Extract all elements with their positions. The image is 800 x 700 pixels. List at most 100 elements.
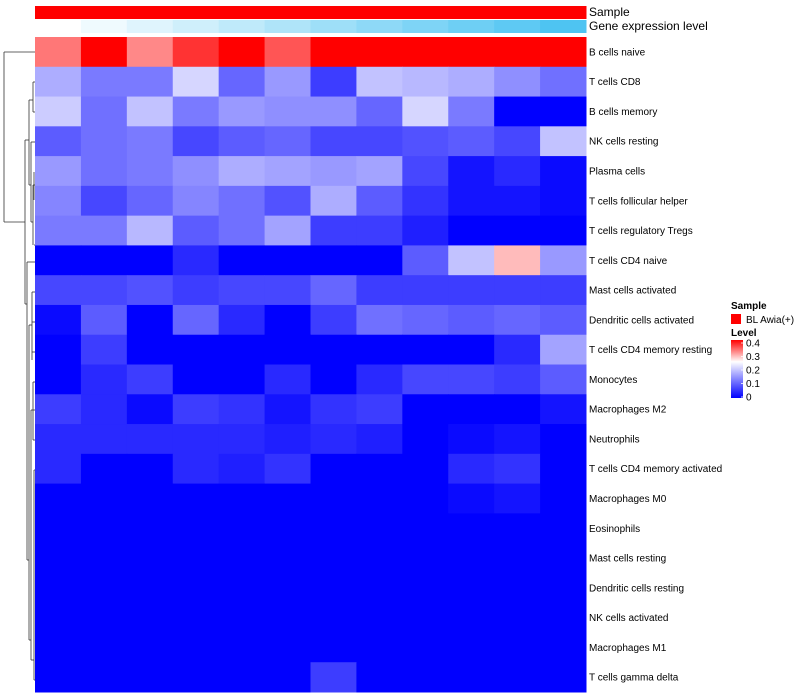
heatmap-cell: [540, 483, 587, 514]
legend-level-tick-label: 0: [746, 393, 752, 404]
heatmap-cell: [80, 453, 128, 485]
heatmap-cell: [172, 275, 220, 306]
heatmap-cell: [448, 96, 495, 127]
heatmap-cell: [494, 572, 541, 604]
heatmap-cell: [310, 572, 357, 604]
heatmap-cell: [80, 572, 128, 604]
heatmap-cell: [356, 185, 403, 217]
row-label: T cells CD4 memory activated: [589, 464, 722, 475]
heatmap-cell: [126, 245, 174, 276]
heatmap-cell: [264, 304, 311, 336]
heatmap-cell: [35, 245, 82, 276]
heatmap-cell: [356, 543, 403, 574]
heatmap-cell: [310, 126, 357, 157]
heatmap-cell: [172, 483, 220, 514]
heatmap-cell: [494, 334, 541, 365]
heatmap-cell: [35, 483, 82, 514]
heatmap-cell: [80, 513, 128, 544]
row-label: Dendritic cells resting: [589, 583, 684, 594]
heatmap-cell: [80, 364, 128, 395]
heatmap-cell: [448, 126, 495, 157]
heatmap-cell: [35, 632, 82, 663]
heatmap-cell: [172, 632, 220, 663]
gene-expression-annotation-cell: [218, 20, 266, 33]
heatmap-cell: [402, 156, 449, 187]
heatmap-cell: [80, 304, 128, 336]
heatmap-cell: [540, 334, 587, 365]
sample-annotation-cell: [540, 6, 587, 19]
legend: Sample BL Awia(+) Level 0.4 0.3 0.2 0.1 0: [731, 301, 794, 404]
heatmap-cell: [402, 483, 449, 514]
row-label: T cells follicular helper: [589, 196, 688, 207]
heatmap-cell: [264, 334, 311, 365]
heatmap-cell: [494, 185, 541, 217]
heatmap-cell: [264, 513, 311, 544]
heatmap-cell: [172, 66, 220, 98]
heatmap-cell: [448, 275, 495, 306]
heatmap-cell: [494, 126, 541, 157]
heatmap-cell: [80, 156, 128, 187]
heatmap-cell: [540, 275, 587, 306]
heatmap-cell: [218, 185, 266, 217]
heatmap-cell: [448, 424, 495, 455]
heatmap-cell: [356, 304, 403, 336]
heatmap-cell: [356, 424, 403, 455]
heatmap-cell: [402, 275, 449, 306]
heatmap-cell: [356, 662, 403, 693]
heatmap-cells: [35, 37, 587, 693]
heatmap-cell: [402, 543, 449, 574]
sample-annotation-cell: [35, 6, 82, 19]
heatmap-cell: [356, 632, 403, 663]
heatmap-cell: [310, 334, 357, 365]
heatmap-cell: [356, 96, 403, 127]
row-label: Dendritic cells activated: [589, 315, 694, 326]
heatmap-cell: [172, 662, 220, 693]
heatmap-cell: [80, 215, 128, 246]
heatmap-cell: [402, 304, 449, 336]
heatmap-cell: [218, 334, 266, 365]
heatmap-cell: [310, 245, 357, 276]
sample-annotation-cell: [448, 6, 495, 19]
heatmap-cell: [80, 394, 128, 425]
heatmap-cell: [218, 215, 266, 246]
heatmap-cell: [264, 215, 311, 246]
heatmap-cell: [448, 304, 495, 336]
heatmap-cell: [218, 394, 266, 425]
heatmap-cell: [310, 424, 357, 455]
row-label: T cells regulatory Tregs: [589, 226, 693, 237]
heatmap-cell: [218, 632, 266, 663]
heatmap-cell: [126, 513, 174, 544]
heatmap-cell: [540, 602, 587, 633]
heatmap-cell: [35, 334, 82, 365]
heatmap-cell: [310, 513, 357, 544]
heatmap-cell: [494, 96, 541, 127]
row-label: Plasma cells: [589, 166, 645, 177]
heatmap-cell: [494, 662, 541, 693]
gene-expression-annotation-cell: [540, 20, 587, 33]
heatmap-cell: [35, 572, 82, 604]
heatmap-cell: [218, 483, 266, 514]
heatmap-cell: [264, 453, 311, 485]
heatmap-cell: [126, 215, 174, 246]
sample-annotation-cell: [402, 6, 449, 19]
heatmap-cell: [310, 662, 357, 693]
row-label: Neutrophils: [589, 434, 640, 445]
heatmap-cell: [218, 126, 266, 157]
sample-annotation-cell: [218, 6, 266, 19]
heatmap-cell: [494, 424, 541, 455]
heatmap-cell: [126, 424, 174, 455]
row-label: B cells memory: [589, 107, 657, 118]
heatmap-cell: [172, 96, 220, 127]
heatmap-cell: [402, 453, 449, 485]
heatmap-cell: [494, 156, 541, 187]
row-labels: B cells naive T cells CD8 B cells memory NK…: [589, 47, 722, 683]
gene-expression-annotation-cell: [172, 20, 220, 33]
heatmap-cell: [448, 602, 495, 633]
legend-level-colorbar: [731, 340, 743, 398]
heatmap-cell: [264, 543, 311, 574]
legend-level-tick-label: 0.1: [746, 379, 760, 390]
heatmap-cell: [126, 453, 174, 485]
heatmap-cell: [35, 96, 82, 127]
heatmap-cell: [126, 37, 174, 68]
